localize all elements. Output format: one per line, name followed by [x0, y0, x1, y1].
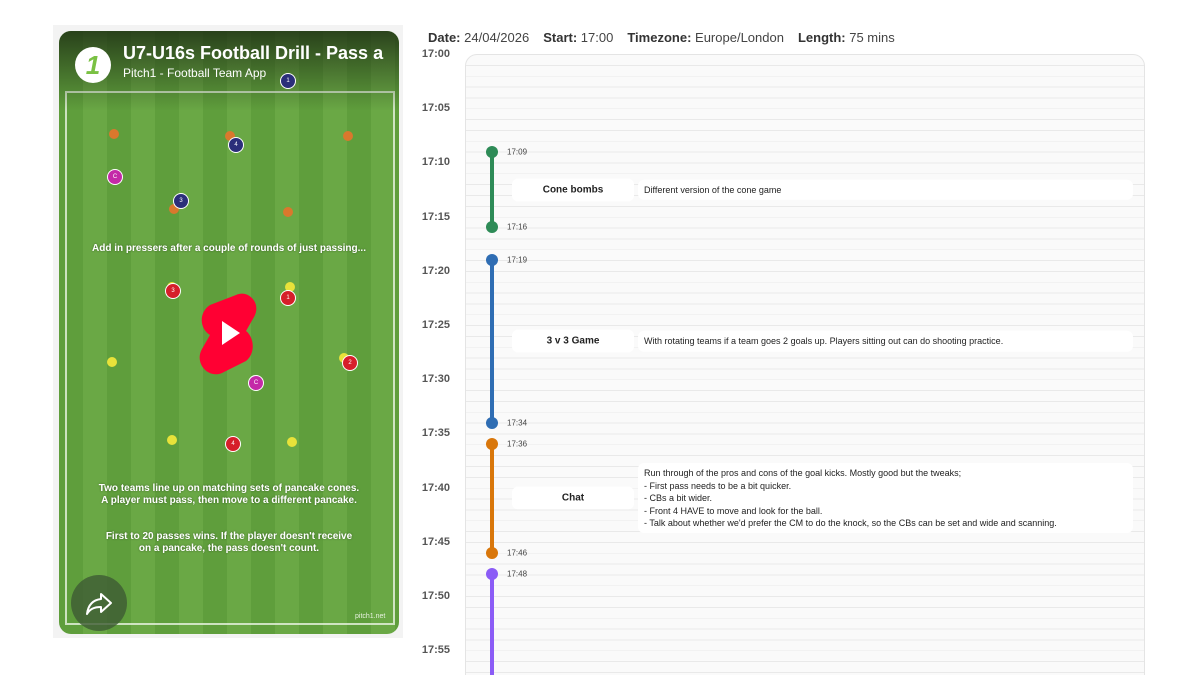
caption: First to 20 passes wins. If the player d… [69, 531, 389, 555]
meta-value: Europe/London [695, 30, 784, 45]
start-dot [486, 438, 498, 451]
activity-line [490, 574, 494, 675]
description-line: - Talk about whether we'd prefer the CM … [644, 518, 1057, 529]
start-time: 17:19 [507, 255, 528, 265]
video-player[interactable]: 1 U7-U16s Football Drill - Pass a Pitch1… [59, 31, 399, 634]
activity-name: Cone bombs [512, 178, 634, 201]
cone [167, 435, 177, 445]
caption-line: Add in pressers after a couple of rounds… [92, 243, 366, 254]
description-line: Run through of the pros and cons of the … [644, 468, 962, 479]
start-time: 17:48 [507, 569, 528, 579]
meta-label: Length: [797, 30, 846, 45]
meta-value: 17:00 [580, 30, 614, 45]
start-dot [486, 145, 498, 158]
player-marker: 4 [225, 436, 241, 452]
title-shade [59, 31, 399, 111]
activity-line [490, 151, 494, 228]
player-marker: 1 [280, 73, 296, 89]
time-tick: 17:10 [421, 156, 450, 169]
meta-value: 24/04/2026 [464, 30, 530, 45]
activity-name: Chat [512, 486, 634, 510]
caption: Two teams line up on matching sets of pa… [69, 483, 389, 507]
time-tick: 17:05 [421, 102, 450, 115]
start-dot [486, 253, 498, 266]
timeline-grid [465, 54, 1145, 675]
caption-line: First to 20 passes wins. If the player d… [105, 531, 353, 542]
meta-label: Date: [428, 30, 461, 45]
channel-logo[interactable]: 1 [75, 47, 111, 83]
cone [225, 131, 235, 141]
caption-line: Two teams line up on matching sets of pa… [98, 483, 360, 494]
start-time: 17:09 [507, 147, 528, 157]
description-line: - Front 4 HAVE to move and look for the … [644, 505, 823, 516]
end-time: 17:34 [507, 418, 528, 428]
end-time: 17:16 [507, 222, 528, 232]
time-tick: 17:55 [421, 644, 450, 657]
activity-name: 3 v 3 Game [512, 329, 634, 353]
time-tick: 17:20 [421, 264, 450, 277]
meta-label: Start: [543, 30, 578, 45]
end-dot [486, 416, 498, 429]
player-marker: 1 [280, 290, 296, 306]
end-dot [486, 546, 498, 559]
video-title[interactable]: U7-U16s Football Drill - Pass a [123, 43, 384, 63]
cone [169, 204, 179, 214]
cone [287, 437, 297, 447]
start-dot [486, 568, 498, 581]
cone [107, 357, 117, 367]
player-marker: 3 [173, 193, 189, 209]
time-tick: 17:30 [421, 373, 450, 386]
end-time: 17:46 [507, 548, 528, 558]
description-line: - CBs a bit wider. [644, 493, 713, 504]
time-tick: 17:25 [421, 319, 450, 331]
channel-name[interactable]: Pitch1 - Football Team App [123, 66, 267, 80]
activity-description: With rotating teams if a team goes 2 goa… [638, 331, 1133, 352]
time-tick: 17:00 [421, 48, 450, 60]
player-marker: C [107, 169, 123, 185]
cone [283, 207, 293, 217]
caption-line: on a pancake, the pass doesn't count. [138, 543, 320, 554]
activity-line [490, 259, 494, 423]
description-line: - First pass needs to be a bit quicker. [644, 480, 792, 491]
cone [285, 282, 295, 292]
meta-label: Timezone: [627, 30, 692, 45]
description-line: With rotating teams if a team goes 2 goa… [644, 336, 1004, 347]
activity-description: Different version of the cone game [638, 179, 1133, 200]
player-marker: 3 [165, 283, 181, 299]
start-time: 17:36 [507, 439, 528, 449]
time-tick: 17:35 [421, 427, 450, 440]
activity-description: Run through of the pros and cons of the … [638, 463, 1133, 534]
time-tick: 17:45 [421, 535, 450, 548]
player-marker: 2 [342, 355, 358, 371]
player-marker: C [248, 375, 264, 391]
caption: Add in pressers after a couple of rounds… [69, 243, 389, 255]
meta-value: 75 mins [849, 30, 895, 45]
cone [109, 129, 119, 139]
play-button[interactable] [196, 291, 260, 375]
time-tick: 17:15 [421, 210, 450, 223]
time-tick: 17:40 [421, 481, 450, 494]
session-meta: Date: 24/04/2026 Start: 17:00 Timezone: Eu… [428, 30, 909, 45]
time-tick: 17:50 [421, 590, 450, 602]
caption-line: A player must pass, then move to a diffe… [101, 495, 357, 506]
player-marker: 4 [228, 137, 244, 153]
end-dot [486, 221, 498, 234]
activity-line [490, 444, 494, 553]
watermark: pitch1.net [355, 613, 386, 620]
cone [343, 131, 353, 141]
description-line: Different version of the cone game [644, 184, 782, 195]
share-button[interactable] [71, 575, 127, 631]
